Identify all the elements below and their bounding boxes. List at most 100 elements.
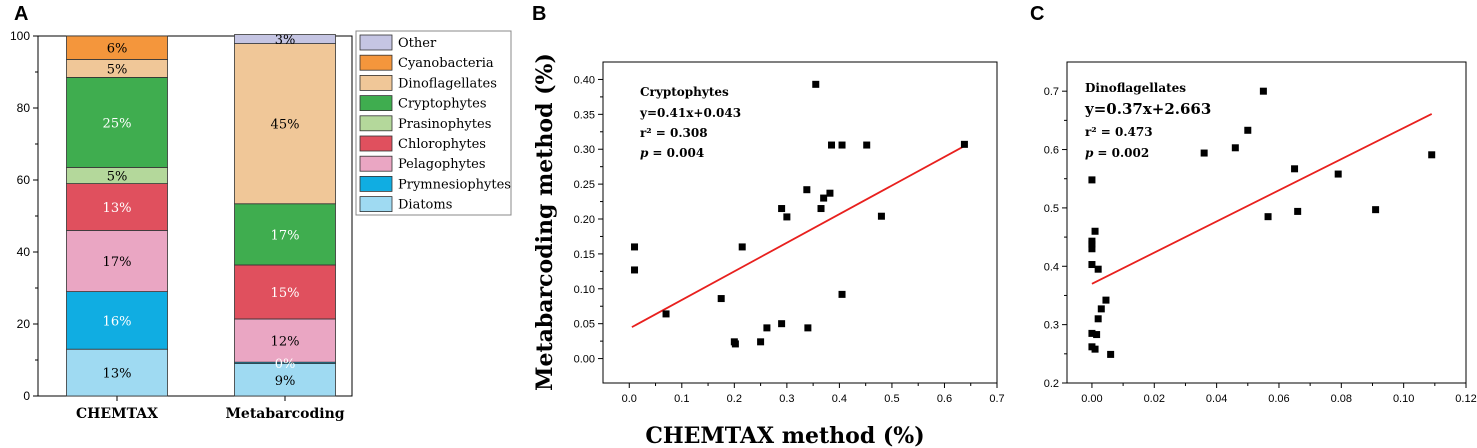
legend-swatch-dinoflagellates — [359, 75, 393, 91]
bar-label-chemtax-pelagophytes: 17% — [103, 255, 132, 270]
panel-c-data-point — [1088, 176, 1096, 184]
legend-label-dinoflagellates: Dinoflagellates — [398, 76, 497, 91]
panel-c-data-point — [1372, 206, 1380, 214]
panel-b-x-tick-label: 0.6 — [937, 393, 952, 405]
bar-label-chemtax-prasinophytes: 5% — [107, 170, 128, 185]
panel-b-y-tick-label: 0.20 — [574, 214, 595, 226]
bar-label-metabarcoding-dinoflagellates: 45% — [271, 118, 300, 133]
panel-b-x-tick-label: 0.4 — [832, 393, 847, 405]
bar-segment-metabarcoding-chlorophytes — [234, 264, 336, 320]
panel-a-axes: 0 20 40 60 80 100 — [10, 29, 353, 403]
bar-segment-metabarcoding-pelagophytes — [234, 318, 336, 363]
panel-c-data-point — [1088, 261, 1096, 269]
panel-c-r2: r² = 0.473 — [1085, 125, 1153, 139]
panel-b-data-point — [803, 186, 811, 194]
panel-b-y-tick-label: 0.00 — [574, 354, 595, 366]
panel-b-equation: y=0.41x+0.043 — [639, 106, 741, 120]
panel-c-data-point — [1102, 296, 1110, 304]
legend-swatch-cyanobacteria — [359, 54, 393, 71]
panel-b-p-number: = 0.004 — [652, 146, 704, 160]
panel-b-y-tick-label: 0.40 — [574, 74, 595, 86]
panel-c-data-point — [1428, 151, 1436, 159]
panel-a-y-tick-label: 0 — [23, 389, 30, 403]
panel-b-x-tick-label: 0.3 — [779, 393, 794, 405]
panel-b-data-point — [877, 212, 885, 220]
bar-segment-metabarcoding-other — [234, 34, 336, 44]
panel-b-data-point — [631, 243, 639, 251]
bar-segment-metabarcoding-diatoms — [234, 363, 336, 397]
panel-b-data-point — [838, 290, 846, 298]
category-label-chemtax: CHEMTAX — [76, 406, 158, 422]
bar-label-chemtax-cryptophytes: 25% — [103, 116, 132, 131]
legend-swatch-prasinophytes — [359, 115, 393, 132]
bar-label-metabarcoding-chlorophytes: 15% — [271, 286, 300, 301]
legend-swatch-cryptophytes — [359, 95, 393, 111]
panel-c-data-point — [1200, 149, 1208, 157]
bar-segment-chemtax-prymnesiophytes — [66, 291, 168, 350]
panel-c-axes: 0.00 0.02 0.04 0.06 0.08 0.10 0.12 0.2 0.3 0.4 0.5… — [1044, 61, 1477, 405]
legend-label-prymnesiophytes: Prymnesiophytes — [398, 177, 511, 192]
panel-b-data-point — [783, 213, 791, 221]
panel-c-x-tick-label: 0.02 — [1144, 393, 1165, 405]
bar-segment-metabarcoding-dinoflagellates — [234, 43, 336, 205]
panel-b-points — [631, 80, 968, 348]
panel-c-pvalue: p = 0.002 — [1085, 146, 1149, 160]
panel-c-data-point — [1094, 315, 1102, 323]
panel-c-title: Dinoflagellates — [1085, 81, 1186, 95]
panel-letter-a: A — [14, 3, 28, 25]
legend-label-prasinophytes: Prasinophytes — [398, 117, 491, 132]
panel-c-data-point — [1259, 87, 1267, 95]
panel-b-x-tick-label: 0.1 — [674, 393, 689, 405]
panel-c-p-label: p — [1085, 146, 1094, 160]
bar-segment-metabarcoding-cryptophytes — [234, 203, 336, 266]
panel-b-data-point — [826, 189, 834, 197]
legend-label-pelagophytes: Pelagophytes — [398, 157, 486, 172]
panel-c-data-point — [1291, 165, 1299, 173]
legend-swatch-pelagophytes — [359, 155, 393, 172]
panel-c-data-point — [1091, 345, 1099, 353]
panel-c-data-point — [1244, 126, 1252, 134]
panel-c-data-point — [1264, 213, 1272, 221]
legend-label-cyanobacteria: Cyanobacteria — [398, 56, 494, 71]
panel-b-y-tick-label: 0.10 — [574, 284, 595, 296]
panel-b-data-point — [820, 194, 828, 202]
panel-c-y-tick-label: 0.2 — [1044, 378, 1059, 390]
panel-a-y-tick-label: 60 — [17, 173, 31, 187]
bar-label-chemtax-cyanobacteria: 6% — [107, 42, 128, 57]
panel-c-annotation: Dinoflagellates y=0.37x+2.663 r² = 0.473… — [1084, 81, 1211, 160]
panel-a-y-tick-label: 80 — [17, 101, 31, 115]
bar-segment-chemtax-diatoms — [66, 348, 168, 397]
panel-c-y-tick-label: 0.7 — [1044, 86, 1059, 98]
panel-b-x-tick-label: 0.7 — [989, 393, 1004, 405]
bar-label-chemtax-chlorophytes: 13% — [103, 201, 132, 216]
panel-c-y-tick-label: 0.6 — [1044, 145, 1059, 157]
bar-label-metabarcoding-prymnesiophytes: 0% — [275, 357, 296, 372]
panel-b-data-point — [738, 243, 746, 251]
panel-a-y-tick-label: 20 — [17, 317, 31, 331]
panel-a-category-labels: CHEMTAX Metabarcoding — [76, 406, 345, 422]
panel-b-pvalue: p = 0.004 — [640, 146, 704, 160]
legend-label-cryptophytes: Cryptophytes — [398, 97, 487, 112]
bar-segment-chemtax-cryptophytes — [66, 77, 168, 168]
panel-b-r2: r² = 0.308 — [640, 126, 708, 140]
panel-b-data-point — [812, 80, 820, 88]
panel-b-data-point — [662, 310, 670, 318]
panel-letter-b: B — [532, 3, 546, 25]
shared-y-axis-label: Metabarcoding method (%) — [532, 53, 558, 391]
panel-b-y-tick-label: 0.05 — [574, 319, 595, 331]
panel-c-x-tick-label: 0.04 — [1206, 393, 1227, 405]
panel-b-x-tick-label: 0.2 — [727, 393, 742, 405]
panel-b-y-tick-label: 0.25 — [574, 179, 595, 191]
panel-b-data-point — [778, 320, 786, 328]
panel-c-y-tick-label: 0.3 — [1044, 320, 1059, 332]
panel-c-regression-line — [1091, 113, 1433, 285]
panel-a-legend: Other Cyanobacteria Dinoflagellates Cryptop… — [355, 30, 512, 216]
panel-c-y-tick-label: 0.5 — [1044, 203, 1059, 215]
panel-c-data-point — [1107, 350, 1115, 358]
panel-c-data-point — [1094, 265, 1102, 273]
panel-c-data-point — [1088, 245, 1096, 253]
bar-label-metabarcoding-cryptophytes: 17% — [271, 228, 300, 243]
panel-b-data-point — [828, 141, 836, 149]
panel-b-annotation: Cryptophytes y=0.41x+0.043 r² = 0.308 p =… — [639, 85, 741, 160]
panel-b-data-point — [778, 205, 786, 213]
